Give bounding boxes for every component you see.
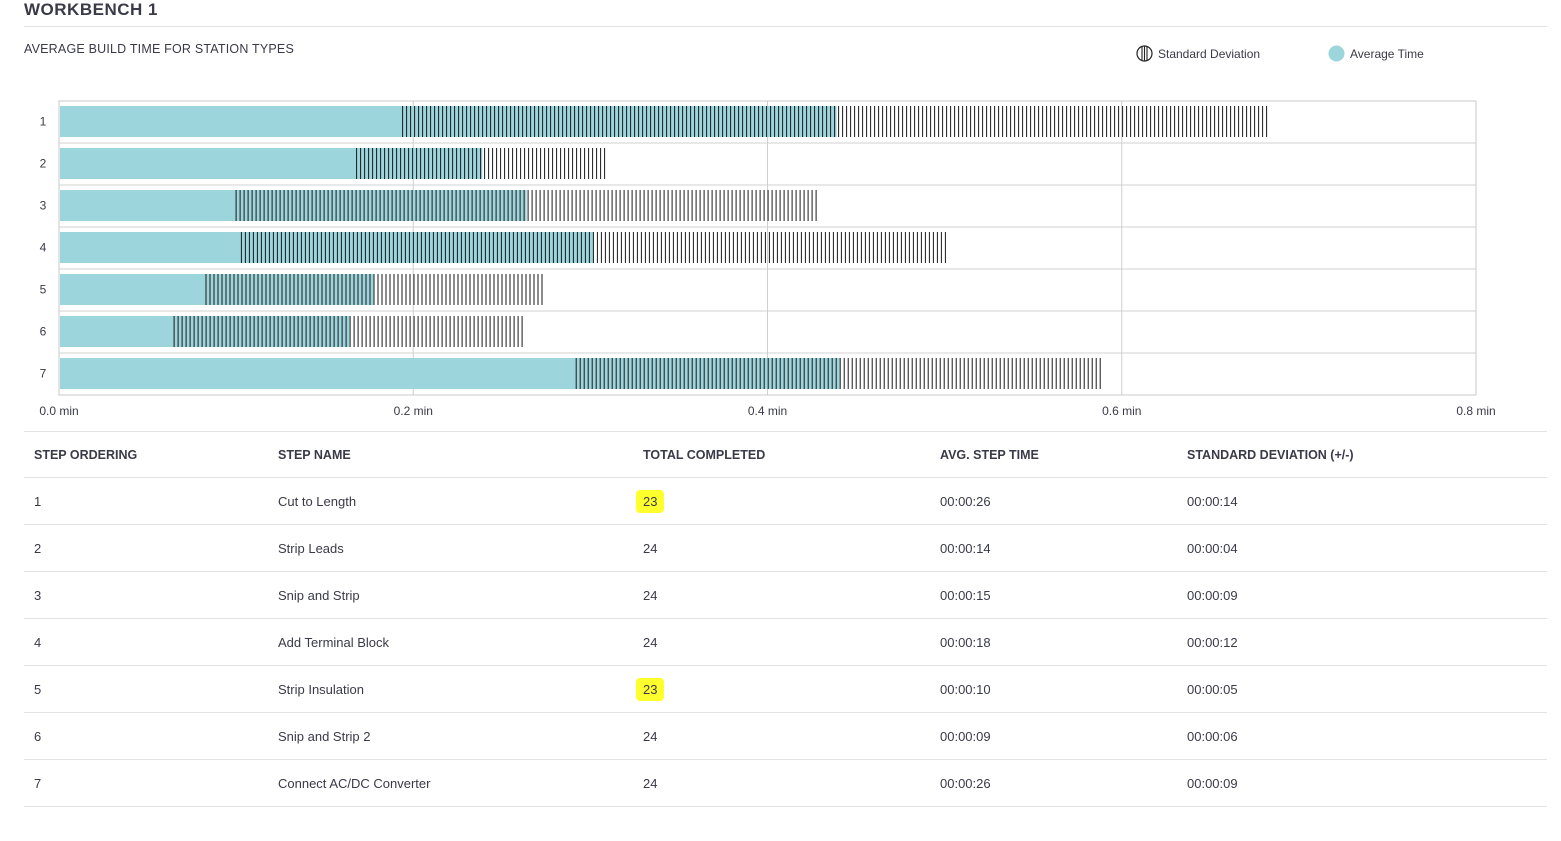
x-tick-label: 0.0 min	[39, 404, 78, 418]
cell-standard-deviation: 00:00:09	[1177, 759, 1547, 807]
average-time-bar	[60, 358, 841, 389]
steps-table-container: STEP ORDERING STEP NAME TOTAL COMPLETED …	[24, 431, 1547, 807]
standard-deviation-range	[402, 106, 1268, 137]
cell-standard-deviation: 00:00:04	[1177, 524, 1547, 572]
cell-standard-deviation: 00:00:09	[1177, 571, 1547, 619]
y-tick-label: 2	[40, 157, 47, 171]
cell-total-completed: 23	[633, 665, 930, 713]
cell-step-name: Add Terminal Block	[268, 618, 633, 666]
header-total-completed[interactable]: TOTAL COMPLETED	[633, 431, 930, 478]
x-tick-label: 0.6 min	[1102, 404, 1141, 418]
cell-avg-step-time: 00:00:14	[930, 524, 1177, 572]
cell-total-completed: 24	[633, 571, 930, 619]
x-tick-label: 0.2 min	[394, 404, 433, 418]
y-tick-label: 7	[40, 367, 47, 381]
average-time-bar	[60, 106, 837, 137]
cell-avg-step-time: 00:00:10	[930, 665, 1177, 713]
chart-title: AVERAGE BUILD TIME FOR STATION TYPES	[24, 42, 294, 56]
cell-step-ordering: 4	[24, 618, 268, 666]
steps-table: STEP ORDERING STEP NAME TOTAL COMPLETED …	[24, 431, 1547, 807]
build-time-chart: 1 2 3 4 5 6 7 0.0 min 0.2 min 0.4 min 0.6 min 0.8 m…	[39, 100, 1496, 418]
x-tick-label: 0.8 min	[1456, 404, 1495, 418]
cell-avg-step-time: 00:00:26	[930, 477, 1177, 525]
cell-total-completed: 23	[633, 477, 930, 525]
cell-standard-deviation: 00:00:05	[1177, 665, 1547, 713]
cell-total-completed: 24	[633, 618, 930, 666]
cell-step-ordering: 6	[24, 712, 268, 760]
standard-deviation-range	[356, 148, 606, 179]
legend-standard-deviation[interactable]: Standard Deviation	[1136, 45, 1260, 62]
average-time-bar	[60, 274, 375, 305]
cell-standard-deviation: 00:00:06	[1177, 712, 1547, 760]
cell-step-name: Strip Leads	[268, 524, 633, 572]
average-time-bar	[60, 190, 527, 221]
cell-step-ordering: 5	[24, 665, 268, 713]
standard-deviation-range	[235, 190, 817, 221]
y-tick-label: 6	[40, 325, 47, 339]
title-divider	[24, 26, 1547, 27]
cell-step-ordering: 1	[24, 477, 268, 525]
y-tick-label: 3	[40, 199, 47, 213]
table-row: 5 Strip Insulation 23 00:00:10 00:00:05	[24, 665, 1547, 713]
table-row: 7 Connect AC/DC Converter 24 00:00:26 00…	[24, 759, 1547, 807]
y-tick-label: 1	[40, 115, 47, 129]
cell-standard-deviation: 00:00:14	[1177, 477, 1547, 525]
cell-step-ordering: 2	[24, 524, 268, 572]
table-header-row: STEP ORDERING STEP NAME TOTAL COMPLETED …	[24, 431, 1547, 478]
highlighted-value: 23	[636, 489, 665, 513]
header-step-ordering[interactable]: STEP ORDERING	[24, 431, 268, 478]
cell-avg-step-time: 00:00:15	[930, 571, 1177, 619]
cell-standard-deviation: 00:00:12	[1177, 618, 1547, 666]
cell-step-name: Snip and Strip	[268, 571, 633, 619]
cell-avg-step-time: 00:00:26	[930, 759, 1177, 807]
cell-total-completed: 24	[633, 524, 930, 572]
y-tick-label: 4	[40, 241, 47, 255]
cell-step-name: Strip Insulation	[268, 665, 633, 713]
cell-step-name: Connect AC/DC Converter	[268, 759, 633, 807]
cell-step-ordering: 7	[24, 759, 268, 807]
cell-total-completed: 24	[633, 712, 930, 760]
average-time-bar	[60, 316, 350, 347]
cell-step-ordering: 3	[24, 571, 268, 619]
legend-average-time[interactable]: Average Time	[1328, 45, 1424, 62]
table-row: 1 Cut to Length 23 00:00:26 00:00:14	[24, 477, 1547, 525]
highlighted-value: 23	[636, 677, 665, 701]
legend-average-time-label: Average Time	[1350, 46, 1424, 61]
y-tick-label: 5	[40, 283, 47, 297]
legend-standard-deviation-label: Standard Deviation	[1158, 46, 1261, 61]
average-time-icon	[1328, 45, 1345, 62]
standard-deviation-range	[205, 274, 543, 305]
header-standard-deviation[interactable]: STANDARD DEVIATION (+/-)	[1177, 431, 1547, 478]
table-row: 3 Snip and Strip 24 00:00:15 00:00:09	[24, 571, 1547, 619]
table-row: 4 Add Terminal Block 24 00:00:18 00:00:1…	[24, 618, 1547, 666]
x-tick-label: 0.4 min	[748, 404, 787, 418]
standard-deviation-range	[173, 316, 523, 347]
cell-step-name: Snip and Strip 2	[268, 712, 633, 760]
header-step-name[interactable]: STEP NAME	[268, 431, 633, 478]
standard-deviation-range	[575, 358, 1101, 389]
cell-avg-step-time: 00:00:18	[930, 618, 1177, 666]
cell-step-name: Cut to Length	[268, 477, 633, 525]
cell-total-completed: 24	[633, 759, 930, 807]
table-row: 6 Snip and Strip 2 24 00:00:09 00:00:06	[24, 712, 1547, 760]
cell-avg-step-time: 00:00:09	[930, 712, 1177, 760]
header-avg-step-time[interactable]: AVG. STEP TIME	[930, 431, 1177, 478]
standard-deviation-range	[240, 232, 946, 263]
page-title: WORKBENCH 1	[24, 0, 158, 19]
standard-deviation-icon	[1136, 45, 1153, 62]
average-time-bar	[60, 148, 483, 179]
table-row: 2 Strip Leads 24 00:00:14 00:00:04	[24, 524, 1547, 572]
